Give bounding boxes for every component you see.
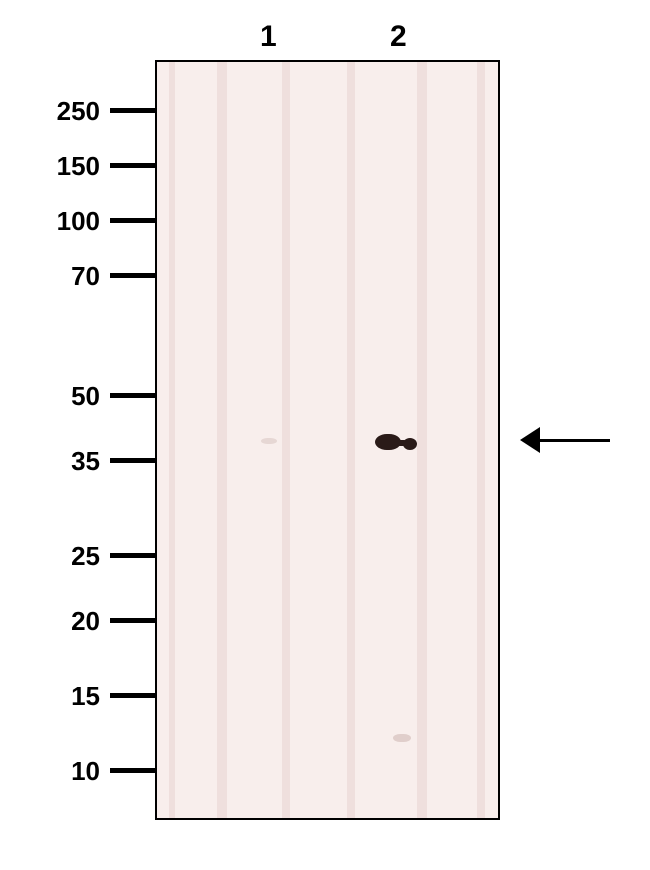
arrow-head-icon [520, 427, 540, 453]
band-arrow [0, 0, 650, 870]
figure-container: 1 2 25015010070503525201510 [0, 0, 650, 870]
arrow-line [540, 439, 610, 442]
